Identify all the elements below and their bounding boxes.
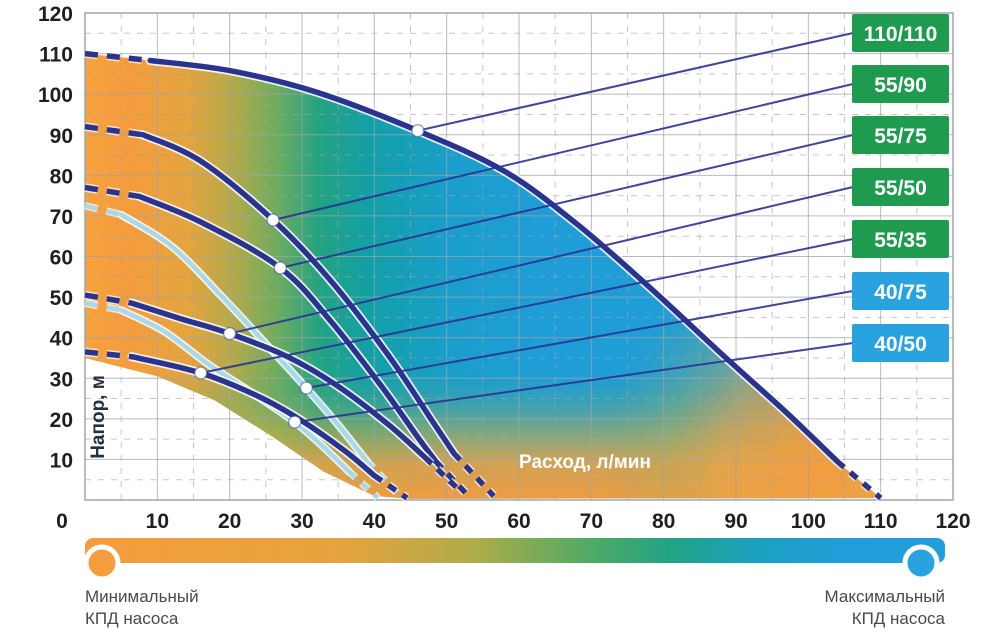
- chart-canvas: Напор, м Расход, л/мин 0 10 20 30 40 50 60 70 80…: [0, 0, 1000, 636]
- marker-55/35: [195, 367, 207, 379]
- y-tick-label: 100: [38, 84, 73, 107]
- x-tick-label: 70: [580, 510, 603, 533]
- badge-label-110/110: 110/110: [864, 23, 938, 46]
- x-tick-label: 50: [435, 510, 458, 533]
- badge-label-55/75: 55/75: [874, 125, 927, 148]
- badge-label-55/90: 55/90: [874, 74, 927, 97]
- x-tick-label: 60: [507, 510, 530, 533]
- x-tick-label: 30: [290, 510, 313, 533]
- x-tick-label: 80: [652, 510, 675, 533]
- marker-40/50: [289, 416, 301, 428]
- y-tick-label: 10: [50, 449, 73, 472]
- max-efficiency-dot-icon: [905, 547, 937, 579]
- y-tick-label: 90: [50, 125, 73, 148]
- min-efficiency-dot-icon: [86, 547, 118, 579]
- badge-label-40/75: 40/75: [874, 281, 927, 304]
- marker-55/75: [274, 262, 286, 274]
- x-tick-label: 120: [935, 510, 970, 533]
- y-tick-label: 40: [50, 328, 73, 351]
- badge-label-40/50: 40/50: [874, 333, 927, 356]
- y-tick-label: 80: [50, 165, 73, 188]
- x-tick-label: 110: [864, 510, 898, 533]
- model-badges: 110/110 55/90 55/75 55/50 55/35 40/75 40/50: [852, 14, 949, 362]
- marker-55/90: [267, 214, 279, 226]
- efficiency-legend: Минимальный КПД насоса Максимальный КПД …: [85, 538, 946, 628]
- x-tick-label: 40: [363, 510, 386, 533]
- min-efficiency-label-line2: КПД насоса: [85, 609, 179, 628]
- min-efficiency-label-line1: Минимальный: [85, 587, 199, 606]
- x-tick-label: 90: [724, 510, 747, 533]
- marker-40/75: [300, 382, 312, 394]
- y-tick-label: 60: [50, 247, 73, 270]
- marker-55/50: [224, 328, 236, 340]
- y-tick-label: 50: [50, 287, 73, 310]
- max-efficiency-label-line1: Максимальный: [825, 587, 945, 606]
- x-tick-label: 20: [218, 510, 241, 533]
- x-tick-label: 0: [56, 510, 68, 533]
- y-tick-label: 20: [50, 409, 73, 432]
- marker-110/110: [412, 125, 424, 137]
- badge-label-55/50: 55/50: [874, 177, 927, 200]
- x-tick-label: 100: [791, 510, 826, 533]
- y-tick-label: 120: [38, 3, 73, 26]
- x-tick-label: 10: [146, 510, 169, 533]
- y-axis-label: Напор, м: [88, 375, 109, 459]
- x-axis-label: Расход, л/мин: [519, 452, 651, 473]
- pump-performance-chart: Напор, м Расход, л/мин 0 10 20 30 40 50 60 70 80…: [0, 0, 1000, 636]
- y-tick-label: 70: [50, 206, 73, 229]
- y-tick-label: 110: [39, 44, 73, 67]
- y-tick-label: 30: [50, 368, 73, 391]
- max-efficiency-label-line2: КПД насоса: [852, 609, 946, 628]
- efficiency-gradient-bar: [85, 538, 945, 563]
- badge-label-55/35: 55/35: [874, 229, 927, 252]
